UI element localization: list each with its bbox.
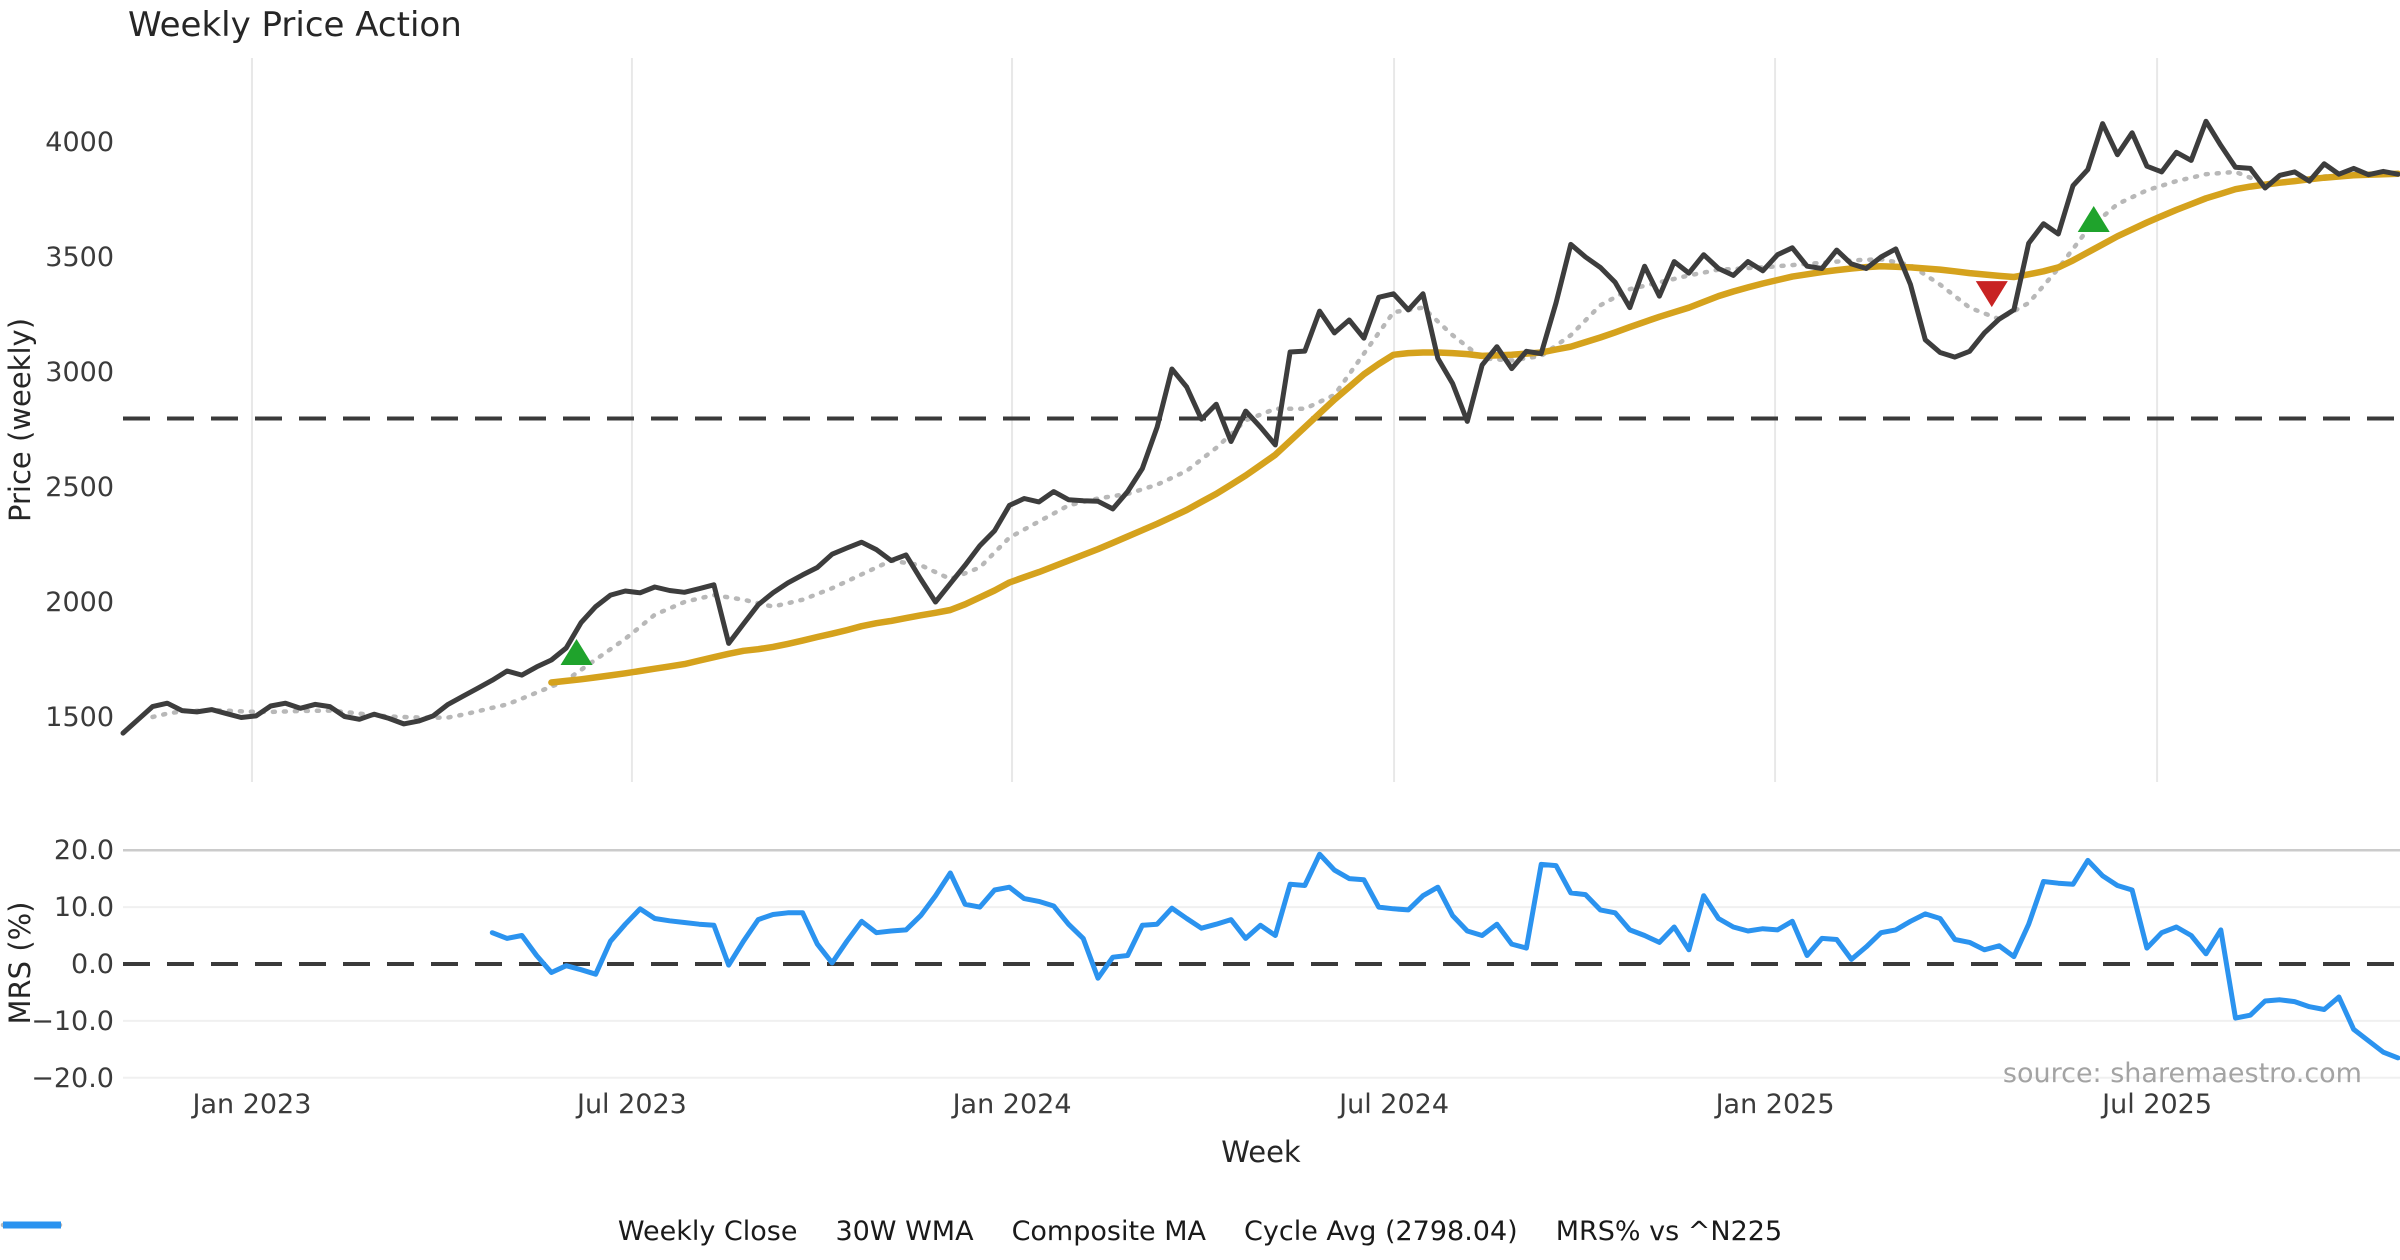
- price-y-tick-label: 2500: [45, 472, 114, 503]
- legend-label: 30W WMA: [835, 1216, 974, 1247]
- x-tick-label: Jul 2023: [575, 1089, 687, 1120]
- price-y-tick-label: 4000: [45, 127, 114, 158]
- buy-signal-marker: [560, 639, 593, 666]
- legend-item-weekly-close: Weekly Close: [3, 1216, 798, 1247]
- mrs-y-tick-label: −20.0: [31, 1063, 114, 1094]
- legend-label: Weekly Close: [617, 1216, 798, 1247]
- series-layer: [120, 118, 2400, 1061]
- x-tick-label: Jul 2024: [1337, 1089, 1449, 1120]
- chart-title: Weekly Price Action: [128, 5, 462, 45]
- legend-item-mrs-vs-n225: MRS% vs ^N225: [3, 1216, 1783, 1247]
- mrs-axis-label: MRS (%): [3, 902, 37, 1025]
- mrs-y-tick-label: 0.0: [71, 949, 114, 980]
- mrs-y-tick-label: 10.0: [54, 892, 114, 923]
- x-axis-label: Week: [1221, 1135, 1301, 1169]
- chart-legend: Weekly Close 30W WMA Composite MA Cycle Avg…: [0, 1216, 2400, 1247]
- series-mrs-vs-n225: [489, 851, 2400, 1061]
- legend-label: Cycle Avg (2798.04): [1244, 1216, 1518, 1247]
- legend-swatch-solid: [3, 1221, 61, 1229]
- series-30w-wma: [548, 170, 2400, 686]
- signal-markers-layer: [560, 205, 2110, 666]
- buy-signal-marker: [2077, 205, 2110, 232]
- price-y-tick-label: 3000: [45, 357, 114, 388]
- legend-label: MRS% vs ^N225: [1555, 1216, 1783, 1247]
- x-tick-label: Jan 2024: [951, 1089, 1072, 1120]
- price-y-tick-label: 3500: [45, 242, 114, 273]
- legend-label: Composite MA: [1011, 1216, 1207, 1247]
- axis-ticks-layer: Jan 2023 Jul 2023 Jan 2024 Jul 2024 Jan 2025…: [31, 127, 2212, 1120]
- mrs-y-tick-label: −10.0: [31, 1006, 114, 1037]
- mrs-y-tick-label: 20.0: [54, 835, 114, 866]
- x-tick-label: Jan 2023: [191, 1089, 312, 1120]
- source-watermark: source: sharemaestro.com: [2003, 1058, 2362, 1089]
- sell-signal-marker: [1975, 281, 2008, 308]
- series-composite-ma: [150, 169, 2400, 720]
- price-y-tick-label: 1500: [45, 702, 114, 733]
- grid-layer: [123, 58, 2400, 1079]
- price-axis-label: Price (weekly): [3, 318, 37, 522]
- price-y-tick-label: 2000: [45, 587, 114, 618]
- legend-item-composite-ma: Composite MA: [0, 1216, 1207, 1247]
- x-tick-label: Jul 2025: [2100, 1089, 2212, 1120]
- legend-item-cycle-avg-2798-04-: Cycle Avg (2798.04): [3, 1216, 1518, 1247]
- legend-item-30w-wma: 30W WMA: [3, 1216, 974, 1247]
- series-weekly-close: [120, 118, 2400, 736]
- x-tick-label: Jan 2025: [1714, 1089, 1835, 1120]
